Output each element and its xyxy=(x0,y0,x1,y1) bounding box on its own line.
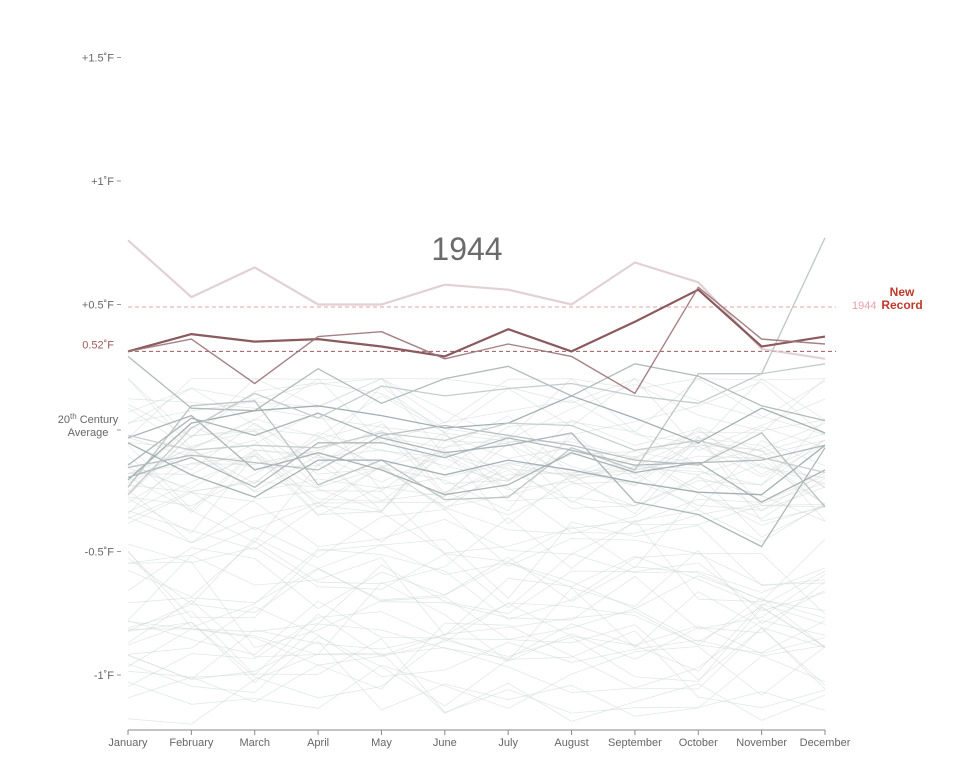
x-tick-label: September xyxy=(608,737,662,749)
recent-year-line xyxy=(127,424,826,508)
historical-year-line xyxy=(127,596,826,676)
historical-year-line xyxy=(127,516,826,603)
x-tick-label: October xyxy=(679,737,718,749)
recent-year-line xyxy=(127,395,826,481)
historical-year-line xyxy=(127,430,826,497)
highlight-year-line xyxy=(127,286,826,395)
historical-year-line xyxy=(127,469,826,543)
x-tick-label: July xyxy=(498,737,518,749)
historical-year-line xyxy=(127,562,826,633)
historical-year-line xyxy=(127,561,826,649)
recent-year-line xyxy=(127,355,826,422)
historical-year-line xyxy=(127,430,826,515)
historical-year-line xyxy=(127,521,826,605)
historical-year-line xyxy=(127,606,826,683)
average-label-rest: Century xyxy=(77,414,119,426)
y-tick-label: -1˚F xyxy=(94,670,114,682)
x-tick-label: December xyxy=(800,737,851,749)
recent-year-line xyxy=(127,363,826,496)
historical-year-line xyxy=(127,378,826,459)
recent-year-line xyxy=(127,412,826,548)
historical-year-line xyxy=(127,434,826,522)
recent-year-line xyxy=(127,442,826,498)
average-label-base: 20 xyxy=(58,414,70,426)
historical-year-line xyxy=(127,420,826,507)
historical-year-line xyxy=(127,378,826,451)
x-tick-label: January xyxy=(108,737,148,749)
x-tick-label: March xyxy=(239,737,270,749)
x-tick-label: June xyxy=(433,737,457,749)
average-label-sup: th xyxy=(70,412,77,421)
historical-year-line xyxy=(127,430,826,488)
x-tick-label: August xyxy=(554,737,588,749)
y-tick-label: -0.5˚F xyxy=(85,547,115,559)
historical-year-line xyxy=(127,547,826,612)
historical-year-line xyxy=(127,411,826,492)
historical-year-line xyxy=(127,621,826,699)
historical-year-line xyxy=(127,567,826,630)
record-label-line1: New xyxy=(890,285,915,299)
y-tick-label: +1.5˚F xyxy=(82,53,114,65)
average-label-line2: Average xyxy=(68,427,109,439)
historical-year-line xyxy=(127,645,826,709)
reference-label-value: 0.52˚F xyxy=(82,339,114,351)
x-tick-label: May xyxy=(371,737,392,749)
historical-year-line xyxy=(127,509,826,585)
y-tick-label: +1˚F xyxy=(91,176,114,188)
historical-year-line xyxy=(127,503,826,554)
historical-year-line xyxy=(127,587,826,662)
historical-year-line xyxy=(127,431,826,508)
historical-year-line xyxy=(127,640,826,717)
historical-year-line xyxy=(127,581,826,662)
historical-year-line xyxy=(127,453,826,534)
historical-year-line xyxy=(127,378,826,449)
historical-year-line xyxy=(127,378,826,435)
historical-year-line xyxy=(127,638,826,714)
historical-year-line xyxy=(127,611,826,666)
historical-year-line xyxy=(127,652,826,725)
historical-year-line xyxy=(127,475,826,555)
historical-year-line xyxy=(127,398,826,481)
y-tick-label: +0.5˚F xyxy=(82,300,114,312)
recent-year-line xyxy=(127,422,826,474)
historical-year-line xyxy=(127,554,826,636)
recent-year-line xyxy=(127,237,826,501)
highlight-year-line xyxy=(127,288,826,358)
historical-year-line xyxy=(127,428,826,507)
historical-year-line xyxy=(127,630,826,709)
recent-year-line xyxy=(127,437,826,489)
historical-year-line xyxy=(127,455,826,511)
reference-label-year: 1944 xyxy=(852,300,876,312)
historical-year-line xyxy=(127,562,826,632)
x-tick-label: February xyxy=(169,737,214,749)
historical-year-line xyxy=(127,607,826,687)
historical-year-line xyxy=(127,378,826,450)
x-tick-label: April xyxy=(307,737,329,749)
record-label-line2: Record xyxy=(881,298,922,312)
historical-year-line xyxy=(127,464,826,543)
year-title: 1944 xyxy=(431,231,502,267)
x-tick-label: November xyxy=(736,737,787,749)
historical-year-line xyxy=(127,543,826,609)
historical-year-line xyxy=(127,442,826,492)
highlight-lines-layer xyxy=(127,239,826,395)
historical-year-line xyxy=(127,620,826,694)
historical-year-line xyxy=(127,548,826,628)
historical-year-line xyxy=(127,622,826,703)
recent-lines-layer xyxy=(127,237,826,548)
axes-layer: January February March April May June July Augu… xyxy=(82,53,851,750)
highlight-year-line xyxy=(127,239,826,360)
average-label-line1: 20th Century xyxy=(58,412,119,426)
